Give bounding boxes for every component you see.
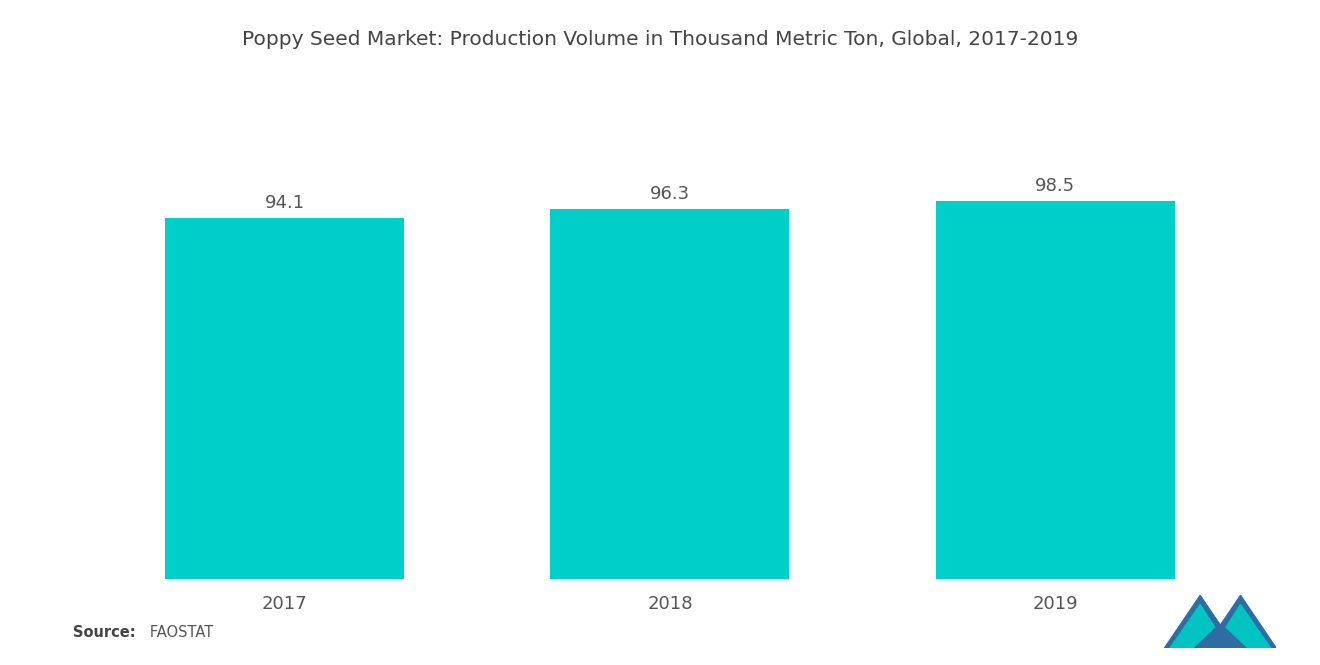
Bar xyxy=(936,201,1175,579)
Bar xyxy=(165,217,404,579)
Text: Source:: Source: xyxy=(73,624,135,640)
Text: 96.3: 96.3 xyxy=(649,186,690,203)
Polygon shape xyxy=(1170,604,1214,648)
Text: 98.5: 98.5 xyxy=(1035,177,1076,195)
Bar xyxy=(550,209,789,579)
Polygon shape xyxy=(1226,604,1271,648)
Text: Poppy Seed Market: Production Volume in Thousand Metric Ton, Global, 2017-2019: Poppy Seed Market: Production Volume in … xyxy=(242,30,1078,49)
Polygon shape xyxy=(1164,595,1236,648)
Text: FAOSTAT: FAOSTAT xyxy=(136,624,214,640)
Text: 94.1: 94.1 xyxy=(264,194,305,211)
Polygon shape xyxy=(1205,595,1276,648)
